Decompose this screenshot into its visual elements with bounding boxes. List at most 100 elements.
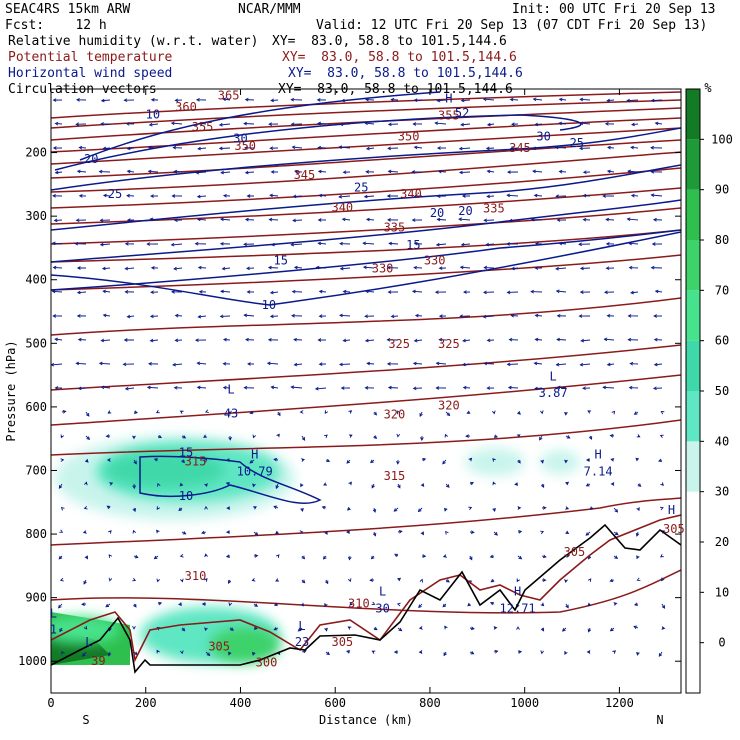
theta-contour-label: 335 — [483, 202, 505, 216]
wind-vector-head — [507, 170, 511, 174]
wind-vector-head — [627, 314, 632, 318]
wind-vector-head — [419, 413, 423, 417]
extremum-label: L — [549, 369, 556, 383]
wind-vector-head — [602, 194, 606, 198]
wind-vector-head — [660, 482, 664, 486]
wind-vector-head — [77, 337, 82, 342]
wind-vector-head — [270, 385, 275, 390]
wind-vector-head — [222, 337, 227, 342]
wind-vector-head — [413, 194, 418, 198]
wind-vector — [607, 170, 615, 173]
wind-vector-head — [132, 435, 136, 440]
colorbar-band — [686, 240, 700, 291]
wind-vector-head — [324, 627, 328, 632]
wind-vector — [412, 290, 423, 293]
wind-vector-head — [58, 604, 62, 609]
wind-vector-head — [422, 554, 427, 558]
wind-vector-head — [347, 626, 352, 630]
wind-vector — [604, 338, 615, 341]
wind-vector-head — [324, 603, 328, 607]
wind-vector — [651, 99, 663, 102]
wind-vector-head — [387, 122, 392, 127]
wind-vector-head — [507, 385, 512, 390]
wind-vector-head — [580, 338, 585, 343]
extremum-label: L — [298, 619, 305, 633]
wind-vector-head — [157, 482, 161, 487]
colorbar-band — [686, 340, 700, 391]
wind-vector-head — [659, 506, 664, 511]
colorbar-tick-label: 20 — [715, 535, 729, 549]
wind-vector-head — [324, 434, 328, 439]
wind-vector-head — [418, 650, 423, 654]
wind-vector-head — [444, 433, 449, 438]
wind-vector-head — [458, 217, 462, 222]
wind-vector-head — [251, 578, 256, 582]
wind-vector — [413, 362, 423, 365]
colorbar-tick-label: 60 — [715, 334, 729, 348]
theta-contour-label: 345 — [294, 168, 316, 182]
wind-vector — [414, 243, 423, 245]
wind-vector — [339, 195, 351, 198]
wind-vector-head — [492, 508, 496, 513]
wind-vector-head — [196, 217, 201, 222]
wind-vector-head — [540, 627, 545, 632]
colorbar-tick-label: 70 — [715, 283, 729, 297]
wind-vector — [607, 99, 615, 102]
wind-vector-head — [420, 483, 425, 487]
wind-vector-head — [105, 603, 110, 608]
wind-vector-head — [626, 98, 631, 103]
wind-vector-head — [540, 410, 544, 415]
wind-vector — [487, 195, 495, 197]
wind-vector-head — [149, 314, 154, 319]
wind-vector-head — [579, 121, 584, 126]
wind-vector-head — [219, 314, 224, 319]
wind-vector-head — [196, 97, 200, 102]
wind-vector-head — [134, 554, 139, 559]
wind-vector-head — [364, 289, 369, 294]
wind-vector-head — [540, 602, 545, 607]
legend-wind-label: Horizontal wind speed — [8, 66, 173, 81]
y-tick-label: 500 — [25, 336, 47, 350]
wind-vector — [245, 219, 255, 221]
wind-vector-head — [122, 362, 127, 367]
wind-vector — [507, 194, 519, 197]
wind-vector-head — [461, 194, 466, 198]
wind-vector-head — [534, 386, 539, 391]
wind-vector — [269, 219, 279, 221]
wind-vector-head — [363, 194, 368, 199]
wind-vector-head — [153, 555, 158, 560]
wind-vector-head — [75, 122, 80, 127]
wind-vector — [363, 266, 375, 269]
wind-vector-head — [204, 578, 208, 582]
wind-vector-head — [100, 98, 105, 103]
wind-vector — [173, 363, 183, 366]
wind-vector-head — [411, 218, 416, 222]
wind-vector-head — [290, 97, 295, 102]
wind-vector-head — [148, 362, 152, 366]
wind-vector — [127, 315, 135, 318]
wind-vector — [559, 242, 567, 245]
wind-vector-head — [252, 483, 256, 488]
wind-vector-head — [631, 122, 635, 127]
wind-vector-head — [60, 458, 65, 462]
wind-vector — [365, 339, 375, 342]
wind-vector-head — [469, 556, 473, 561]
wind-vector-head — [607, 145, 611, 150]
wind-vector-head — [510, 266, 515, 271]
wind-vector-head — [534, 266, 539, 270]
wind-vector-head — [614, 555, 619, 559]
wind-vector — [366, 147, 375, 150]
wind-vector-head — [60, 434, 64, 439]
wind-vector — [174, 267, 183, 270]
wind-vector — [461, 243, 471, 246]
wind-vector-head — [611, 410, 616, 415]
wind-vector — [199, 122, 207, 125]
wind-vector — [463, 386, 471, 389]
wind-vector-head — [436, 146, 441, 150]
wind-vector-head — [397, 577, 402, 582]
wind-vector-head — [468, 506, 473, 511]
wind-vector-head — [108, 529, 112, 534]
wind-vector-head — [222, 385, 227, 390]
wind-vector-head — [269, 290, 274, 295]
wind-vector-head — [317, 121, 322, 126]
